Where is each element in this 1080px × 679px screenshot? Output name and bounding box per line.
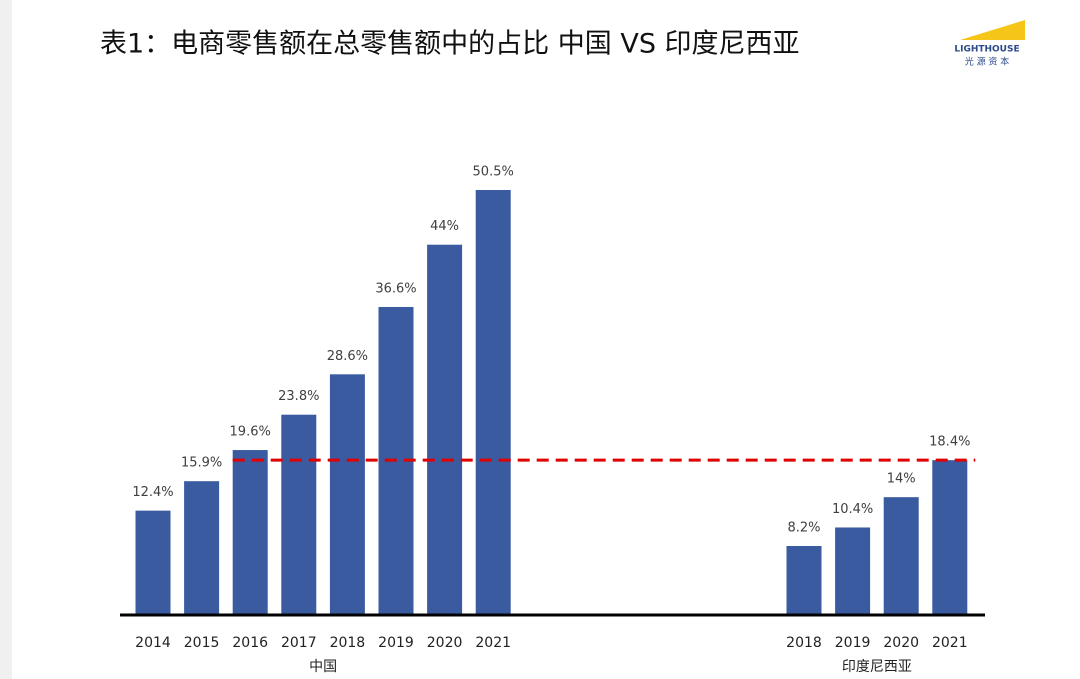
value-label: 19.6%	[230, 425, 271, 440]
x-tick-label: 2020	[427, 635, 463, 651]
x-tick-label: 2020	[883, 635, 919, 651]
group-label: 中国	[309, 659, 337, 675]
value-label: 36.6%	[375, 281, 416, 296]
bar	[835, 527, 871, 615]
bar	[475, 190, 511, 615]
bar	[883, 497, 919, 615]
logo-mark	[960, 20, 1025, 40]
bar	[786, 545, 822, 615]
value-label: 12.4%	[132, 485, 173, 500]
bar	[184, 481, 220, 615]
value-label: 15.9%	[181, 456, 222, 471]
edge	[0, 0, 12, 679]
bar	[135, 510, 171, 615]
x-tick-label: 2018	[330, 635, 366, 651]
x-tick-label: 2021	[475, 635, 511, 651]
x-tick-label: 2016	[232, 635, 268, 651]
x-tick-label: 2014	[135, 635, 171, 651]
bar	[427, 244, 463, 615]
value-label: 44%	[430, 219, 459, 234]
x-tick-label: 2021	[932, 635, 968, 651]
bar	[932, 460, 968, 615]
bar	[281, 414, 317, 615]
bar	[329, 374, 365, 615]
value-label: 28.6%	[327, 349, 368, 364]
value-label: 50.5%	[473, 165, 514, 180]
x-tick-label: 2019	[835, 635, 871, 651]
x-tick-label: 2017	[281, 635, 317, 651]
value-label: 8.2%	[787, 520, 820, 535]
logo-subtitle: 光 源 资 本	[965, 56, 1010, 68]
chart-title: 表1：电商零售额在总零售额中的占比 中国 VS 印度尼西亚	[100, 29, 800, 60]
value-label: 18.4%	[929, 435, 970, 450]
x-tick-label: 2018	[786, 635, 822, 651]
bar	[232, 450, 268, 615]
x-tick-label: 2019	[378, 635, 414, 651]
value-label: 23.8%	[278, 389, 319, 404]
logo-name: LIGHTHOUSE	[954, 45, 1019, 55]
value-label: 10.4%	[832, 502, 873, 517]
group-label: 印度尼西亚	[842, 659, 912, 675]
x-tick-label: 2015	[184, 635, 220, 651]
value-label: 14%	[887, 472, 916, 487]
